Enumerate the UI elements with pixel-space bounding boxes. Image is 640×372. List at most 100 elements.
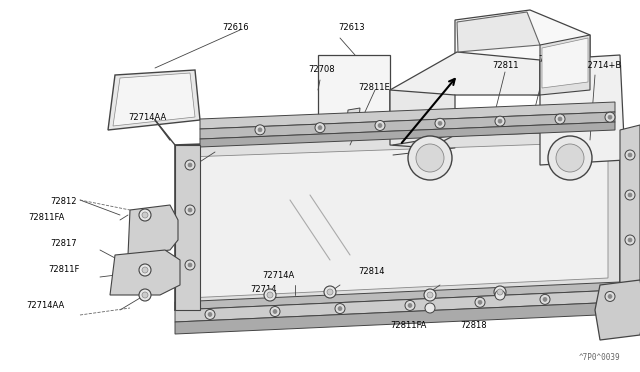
Circle shape [267, 292, 273, 298]
Circle shape [185, 205, 195, 215]
Polygon shape [128, 205, 178, 255]
Circle shape [416, 144, 444, 172]
Circle shape [185, 260, 195, 270]
Polygon shape [175, 145, 200, 310]
Circle shape [273, 310, 277, 314]
Circle shape [558, 117, 562, 121]
Circle shape [318, 126, 322, 130]
Circle shape [188, 263, 192, 267]
Circle shape [408, 304, 412, 307]
Text: 72714A: 72714A [262, 270, 294, 279]
Circle shape [497, 289, 503, 295]
Polygon shape [175, 282, 620, 310]
Circle shape [625, 190, 635, 200]
Polygon shape [540, 35, 590, 95]
Circle shape [188, 208, 192, 212]
Polygon shape [620, 125, 640, 295]
Polygon shape [110, 250, 180, 295]
Circle shape [628, 193, 632, 197]
Circle shape [605, 291, 615, 301]
Circle shape [435, 118, 445, 128]
Text: 72616: 72616 [222, 23, 248, 32]
Text: 72708: 72708 [308, 65, 335, 74]
Polygon shape [113, 73, 195, 126]
Circle shape [315, 123, 325, 133]
Circle shape [628, 238, 632, 242]
Polygon shape [175, 302, 620, 334]
Text: 72812: 72812 [50, 198, 77, 206]
Text: 72714AA: 72714AA [128, 113, 166, 122]
Text: 72811FA: 72811FA [28, 214, 65, 222]
Circle shape [495, 290, 505, 300]
Polygon shape [175, 130, 620, 310]
Circle shape [408, 136, 452, 180]
Circle shape [478, 300, 482, 304]
Circle shape [139, 209, 151, 221]
Text: 72825: 72825 [538, 55, 564, 64]
Circle shape [605, 112, 615, 122]
Circle shape [540, 294, 550, 304]
Circle shape [378, 124, 382, 128]
Circle shape [555, 114, 565, 124]
Circle shape [424, 289, 436, 301]
Text: 72811F: 72811F [48, 266, 79, 275]
Polygon shape [540, 55, 625, 165]
Text: ^7P0^0039: ^7P0^0039 [579, 353, 620, 362]
Text: 72814: 72814 [358, 267, 385, 276]
Circle shape [556, 144, 584, 172]
Polygon shape [187, 142, 608, 298]
Circle shape [543, 297, 547, 301]
Text: 72714+B: 72714+B [582, 61, 621, 70]
Circle shape [608, 295, 612, 298]
Circle shape [475, 297, 485, 307]
Polygon shape [542, 38, 588, 88]
Circle shape [375, 121, 385, 131]
Circle shape [548, 136, 592, 180]
Polygon shape [595, 280, 640, 340]
Polygon shape [200, 112, 615, 139]
Circle shape [142, 292, 148, 298]
Circle shape [335, 304, 345, 314]
Text: 72714AA: 72714AA [26, 301, 64, 310]
Circle shape [264, 289, 276, 301]
Circle shape [205, 310, 215, 320]
Circle shape [185, 160, 195, 170]
Circle shape [139, 289, 151, 301]
Circle shape [427, 292, 433, 298]
Circle shape [608, 115, 612, 119]
Polygon shape [108, 70, 200, 130]
Polygon shape [457, 12, 540, 52]
Circle shape [324, 286, 336, 298]
Circle shape [142, 212, 148, 218]
Circle shape [139, 264, 151, 276]
Polygon shape [455, 10, 590, 95]
Circle shape [270, 307, 280, 317]
Circle shape [255, 125, 265, 135]
Text: 72811: 72811 [492, 61, 518, 70]
Circle shape [258, 128, 262, 132]
Polygon shape [390, 52, 540, 130]
Text: 72817: 72817 [50, 238, 77, 247]
Polygon shape [175, 290, 620, 322]
Text: 72811FA: 72811FA [390, 321, 426, 330]
Circle shape [327, 289, 333, 295]
Polygon shape [200, 102, 615, 129]
Circle shape [625, 150, 635, 160]
Text: 72818: 72818 [460, 321, 486, 330]
Polygon shape [346, 108, 360, 130]
Polygon shape [318, 55, 390, 130]
Circle shape [188, 163, 192, 167]
Polygon shape [200, 122, 615, 147]
Circle shape [142, 267, 148, 273]
Circle shape [208, 312, 212, 317]
Circle shape [405, 301, 415, 311]
Circle shape [628, 153, 632, 157]
Circle shape [338, 307, 342, 311]
Circle shape [498, 119, 502, 123]
Text: 72613: 72613 [338, 23, 365, 32]
Text: 72714: 72714 [250, 285, 276, 295]
Circle shape [425, 303, 435, 313]
Text: 72811E: 72811E [358, 83, 390, 92]
Circle shape [438, 121, 442, 125]
Polygon shape [390, 90, 455, 148]
